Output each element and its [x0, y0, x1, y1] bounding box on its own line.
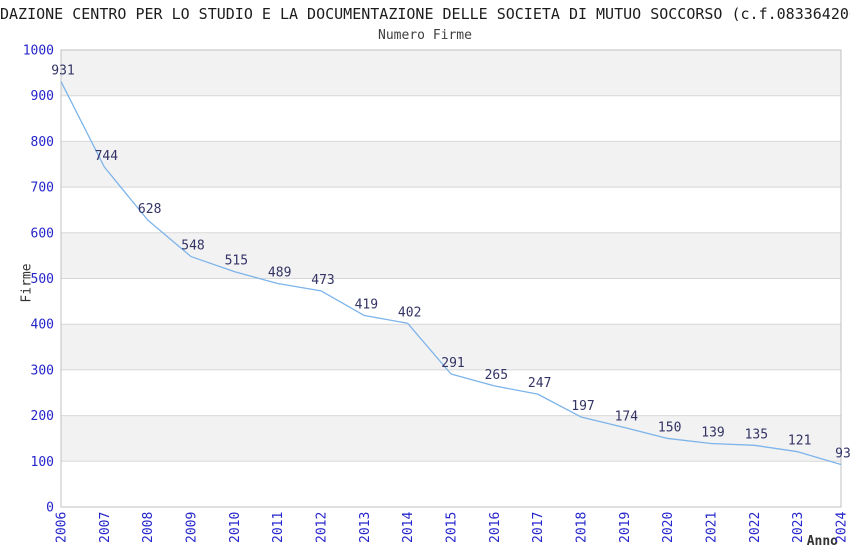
point-label: 473: [311, 273, 334, 288]
plot-border: [60, 49, 842, 508]
y-tick-label: 0: [46, 501, 54, 516]
x-tick-label: 2014: [401, 512, 416, 543]
x-tick-label: 2022: [748, 512, 763, 543]
x-tick-label: 2013: [358, 512, 373, 543]
y-tick-label: 200: [31, 409, 54, 424]
point-label: 197: [571, 399, 594, 414]
x-tick-label: 2020: [661, 512, 676, 543]
y-tick-label: 100: [31, 455, 54, 470]
x-tick-label: 2010: [228, 512, 243, 543]
x-tick-label: 2008: [141, 512, 156, 543]
x-tick-label: 2007: [98, 512, 113, 543]
chart-subtitle: Numero Firme: [378, 28, 472, 43]
chart-title: DAZIONE CENTRO PER LO STUDIO E LA DOCUME…: [0, 5, 850, 23]
x-tick-label: 2021: [705, 512, 720, 543]
x-tick-label: 2019: [618, 512, 633, 543]
point-label: 174: [615, 409, 639, 424]
point-label: 419: [355, 298, 378, 313]
x-axis-title: Anno: [806, 534, 838, 549]
x-tick-label: 2023: [791, 512, 806, 543]
x-tick-label: 2018: [575, 512, 590, 543]
x-tick-label: 2011: [271, 512, 286, 543]
x-tick-label: 2006: [55, 512, 70, 543]
y-tick-label: 900: [31, 89, 54, 104]
plot-band: [61, 324, 841, 370]
point-label: 744: [95, 149, 119, 164]
point-label: 247: [528, 376, 551, 391]
y-tick-label: 800: [31, 135, 54, 150]
x-tick-label: 2015: [445, 512, 460, 543]
plot-band: [61, 50, 841, 96]
plot-band: [61, 141, 841, 188]
x-tick-label: 2016: [488, 512, 503, 543]
x-tick-label: 2024: [835, 512, 850, 543]
x-tick-label: 2017: [531, 512, 546, 543]
point-label: 121: [788, 434, 811, 449]
point-label: 135: [745, 427, 768, 442]
y-tick-label: 700: [31, 181, 54, 196]
plot-band: [61, 95, 841, 142]
y-tick-label: 400: [31, 318, 54, 333]
y-tick-label: 300: [31, 363, 54, 378]
plot-band: [61, 461, 841, 507]
x-tick-label: 2012: [315, 512, 330, 543]
plot-band: [61, 187, 841, 233]
point-label: 931: [51, 64, 74, 79]
plot-band: [61, 278, 841, 325]
point-label: 139: [701, 425, 724, 440]
series-line: [60, 81, 842, 466]
y-tick-label: 600: [31, 226, 54, 241]
point-label: 515: [225, 254, 248, 269]
point-label: 291: [441, 356, 464, 371]
point-label: 548: [181, 239, 204, 254]
y-tick-label: 1000: [23, 44, 54, 59]
plot-band: [61, 232, 841, 279]
plot-band: [61, 415, 841, 462]
y-tick-label: 500: [31, 272, 54, 287]
point-label: 489: [268, 266, 291, 281]
point-label: 628: [138, 202, 161, 217]
plot-band: [61, 369, 841, 416]
x-tick-label: 2009: [185, 512, 200, 543]
point-label: 402: [398, 305, 421, 320]
point-label: 93: [835, 446, 850, 461]
point-label: 150: [658, 420, 681, 435]
point-label: 265: [485, 368, 508, 383]
